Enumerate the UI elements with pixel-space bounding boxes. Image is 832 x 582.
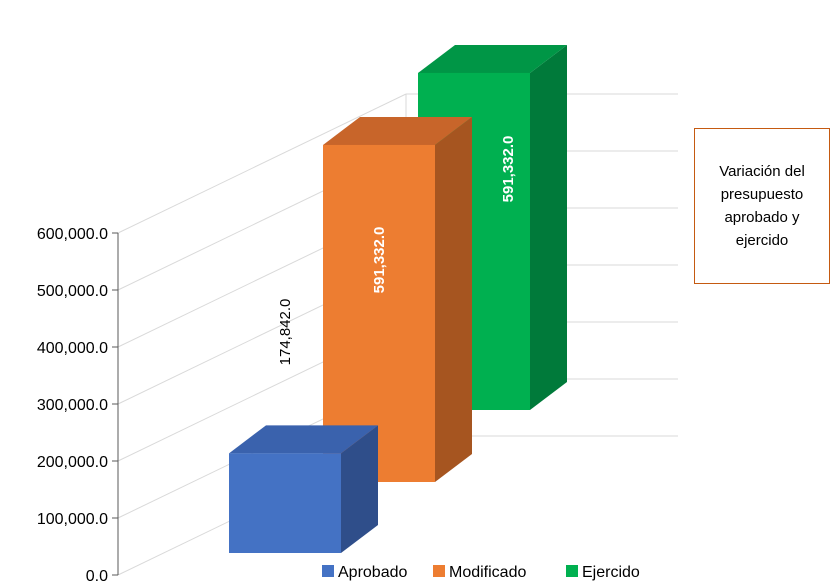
- y-tick-label: 600,000.0: [37, 226, 108, 243]
- y-axis: 0.0 100,000.0 200,000.0 300,000.0 400,000.0 5…: [37, 226, 119, 582]
- data-label-modificado: 591,332.0: [371, 227, 388, 294]
- legend-label: Modificado: [449, 564, 526, 581]
- bar-side-face: [341, 425, 378, 553]
- bar-top-face: [229, 425, 378, 454]
- legend-swatch: [566, 565, 578, 577]
- legend-label: Ejercido: [582, 564, 640, 581]
- legend-label: Aprobado: [338, 564, 407, 581]
- y-tick-label: 100,000.0: [37, 511, 108, 528]
- data-label-ejercido: 591,332.0: [500, 136, 517, 203]
- legend: Aprobado Modificado Ejercido: [322, 564, 640, 581]
- bar-side-face: [530, 44, 567, 410]
- bar-series: 174,842.0 591,332.0 591,332.0: [229, 44, 567, 553]
- bar-top-face: [323, 116, 472, 145]
- chart-annotation: Variación del presupuesto aprobado y eje…: [694, 128, 830, 284]
- bar-front-face: [229, 453, 341, 553]
- bar-side-face: [435, 116, 472, 482]
- y-tick-label: 200,000.0: [37, 454, 108, 471]
- y-tick-label: 0.0: [86, 568, 108, 582]
- y-tick-label: 400,000.0: [37, 340, 108, 357]
- y-tick-label: 300,000.0: [37, 397, 108, 414]
- bar-top-face: [418, 44, 567, 73]
- legend-swatch: [433, 565, 445, 577]
- gridline-diagonal: [117, 93, 407, 234]
- legend-swatch: [322, 565, 334, 577]
- bar-aprobado: [229, 425, 378, 553]
- data-label-aprobado: 174,842.0: [277, 299, 294, 366]
- y-tick-label: 500,000.0: [37, 283, 108, 300]
